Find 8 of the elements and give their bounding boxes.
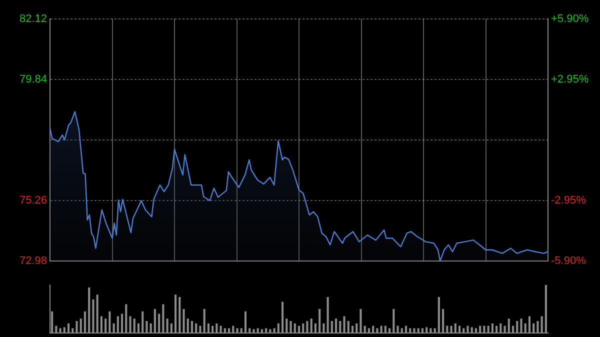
y2-tick-label: -2.95% xyxy=(551,194,586,207)
y2-tick-label: +2.95% xyxy=(551,74,589,86)
y-tick-label: 79.84 xyxy=(19,73,47,86)
y-tick-label: 72.98 xyxy=(19,255,47,268)
y-tick-label: 82.12 xyxy=(19,13,47,26)
y2-tick-label: -5.90% xyxy=(551,255,586,268)
y-tick-label: 75.26 xyxy=(19,194,47,207)
y2-tick-label: +5.90% xyxy=(551,13,589,26)
